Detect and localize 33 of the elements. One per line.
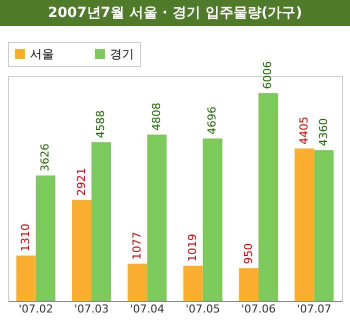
data-label: 4696: [206, 106, 219, 134]
bar: [202, 138, 222, 301]
bar: [239, 268, 258, 301]
data-label: 2921: [74, 168, 88, 196]
x-tick-label: '07.03: [74, 302, 109, 316]
x-tick-label: '07.04: [130, 302, 164, 316]
legend-label: 경기: [110, 47, 134, 61]
bar: [147, 134, 167, 301]
x-tick-label: '07.06: [241, 302, 276, 316]
data-label: 1019: [186, 234, 200, 262]
data-label: 1310: [19, 224, 32, 252]
bar: [16, 256, 36, 301]
data-label: 6006: [261, 61, 274, 90]
data-label: 3626: [38, 143, 52, 172]
data-label: 4405: [297, 116, 310, 145]
bar: [92, 142, 111, 301]
data-label: 950: [242, 243, 255, 264]
bar: [294, 148, 314, 301]
bar: [183, 266, 203, 301]
bar: [314, 150, 334, 301]
x-tick-label: '07.02: [18, 302, 54, 316]
data-label: 1077: [130, 232, 144, 260]
data-label: 4588: [94, 110, 108, 138]
x-tick-label: '07.07: [296, 302, 332, 316]
data-label: 4808: [150, 102, 163, 131]
bar: [72, 200, 92, 301]
chart-title: 2007년7월 서울 · 경기 입주물량(가구): [0, 0, 350, 26]
legend-label: 서울: [30, 47, 54, 61]
x-tick-label: '07.05: [186, 302, 220, 316]
bar: [258, 93, 278, 301]
data-label: 4360: [316, 118, 330, 146]
bar: [36, 175, 56, 301]
bar: [128, 264, 148, 301]
